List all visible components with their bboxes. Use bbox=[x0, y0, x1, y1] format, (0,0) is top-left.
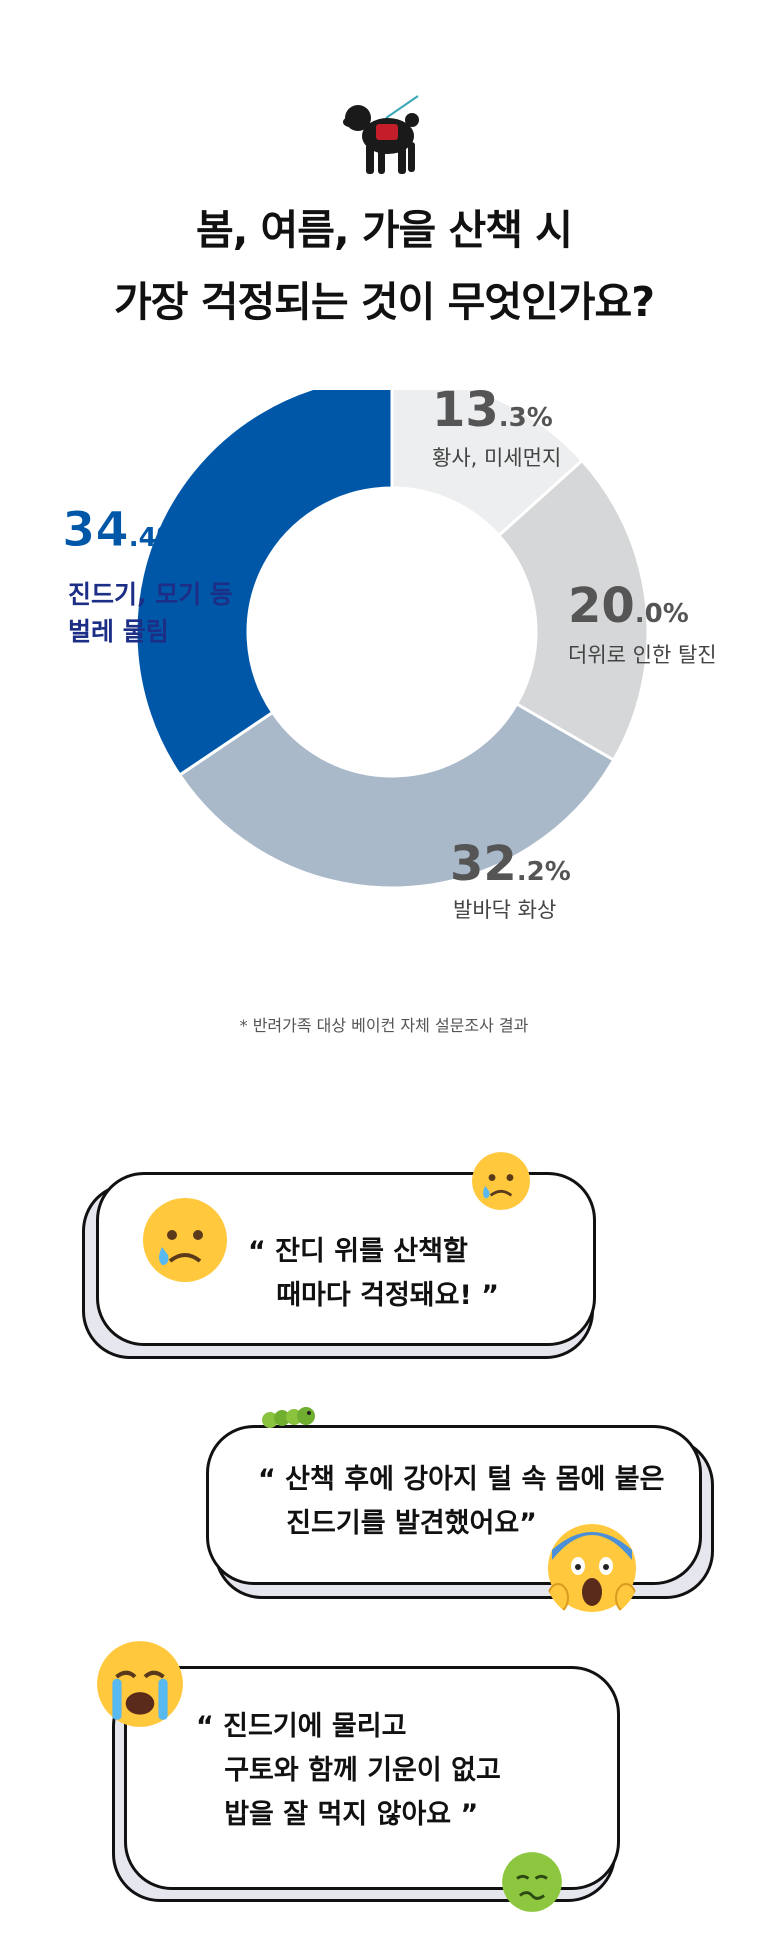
svg-text:13.3%: 13.3% bbox=[432, 390, 553, 438]
label-0-line2: 벌레 물림 bbox=[68, 617, 169, 646]
pct-dec-0: .4% bbox=[129, 523, 183, 553]
pct-int-1: 13 bbox=[432, 390, 499, 438]
title-line-2: 가장 걱정되는 것이 무엇인가요? bbox=[114, 278, 655, 326]
svg-text:34.4%: 34.4% bbox=[62, 502, 183, 558]
donut-slice-2 bbox=[496, 458, 650, 763]
donut-slice-3 bbox=[177, 701, 616, 890]
pct-int-0: 34 bbox=[62, 502, 129, 558]
screaming-emoji-icon bbox=[547, 1524, 637, 1613]
label-0-line1: 진드기, 모기 등 bbox=[68, 580, 233, 609]
svg-text:32.2%: 32.2% bbox=[450, 836, 571, 892]
donut-slice-0 bbox=[134, 390, 394, 778]
label-3: 발바닥 화상 bbox=[453, 898, 556, 922]
pct-int-3: 32 bbox=[450, 836, 517, 892]
survey-note: * 반려가족 대상 베이컨 자체 설문조사 결과 bbox=[239, 1016, 529, 1035]
nauseated-emoji-icon bbox=[502, 1852, 562, 1912]
label-2: 더위로 인한 탈진 bbox=[568, 643, 717, 667]
title-line-1: 봄, 여름, 가을 산책 시 bbox=[195, 206, 573, 254]
svg-text:20.0%: 20.0% bbox=[568, 578, 689, 634]
crying-emoji-icon bbox=[97, 1641, 183, 1727]
sad-tear-emoji-icon bbox=[143, 1198, 227, 1282]
caterpillar-icon bbox=[262, 1407, 315, 1428]
quote-3-line1: “ 진드기에 물리고 bbox=[196, 1711, 407, 1742]
quote-2-line1: “ 산책 후에 강아지 털 속 몸에 붙은 bbox=[258, 1464, 665, 1495]
quote-2-line2: 진드기를 발견했어요” bbox=[258, 1508, 537, 1539]
pct-dec-3: .2% bbox=[517, 857, 571, 887]
quote-3-line2: 구토와 함께 기운이 없고 bbox=[196, 1755, 501, 1786]
quote-3-line3: 밥을 잘 먹지 않아요 ” bbox=[196, 1799, 479, 1830]
pct-dec-1: .3% bbox=[499, 403, 553, 433]
pct-dec-2: .0% bbox=[635, 599, 689, 629]
quote-1-line2: 때마다 걱정돼요! ” bbox=[248, 1280, 499, 1311]
sad-tear-emoji-icon bbox=[472, 1152, 530, 1210]
dog-icon bbox=[343, 95, 419, 174]
quote-1-line1: “ 잔디 위를 산책할 bbox=[248, 1236, 468, 1267]
pct-int-2: 20 bbox=[568, 578, 635, 634]
label-1: 황사, 미세먼지 bbox=[432, 446, 561, 470]
donut-chart: 34.4% 진드기, 모기 등 벌레 물림 13.3% 황사, 미세먼지 20.… bbox=[62, 390, 717, 922]
